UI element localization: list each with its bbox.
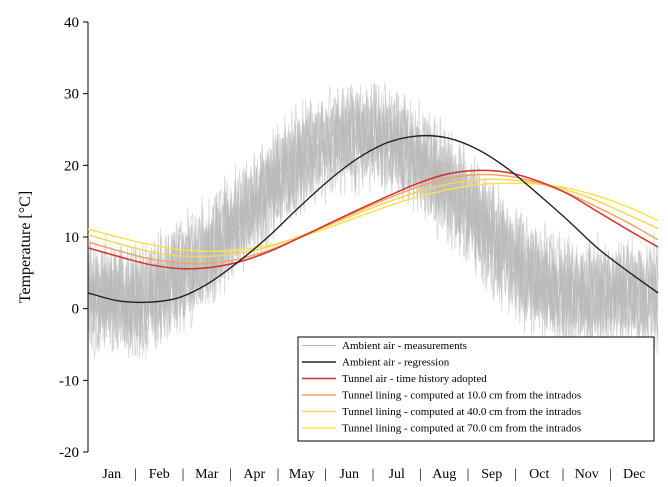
legend-box [297,336,655,442]
legend-entry-label: Ambient air - measurements [342,340,467,352]
y-tick-label: -10 [59,373,79,389]
y-tick-label: 30 [64,87,79,103]
x-tick-label-mar: Mar [195,467,219,482]
month-separator: | [467,467,470,482]
x-tick-label-apr: Apr [243,467,265,482]
y-tick-label: -20 [59,445,79,461]
month-separator: | [514,467,517,482]
legend-entry-label: Ambient air - regression [342,357,450,369]
x-tick-label-sep: Sep [481,467,502,482]
legend-entry-label: Tunnel air - time history adopted [342,373,487,385]
legend: Ambient air - measurements Ambient air - … [297,336,655,442]
month-separator: | [562,467,565,482]
y-tick-label: 40 [64,15,79,31]
y-ticks: -20 -10 0 10 20 30 40 [59,15,88,461]
month-separator: | [134,467,137,482]
x-tick-label-jan: Jan [102,467,121,482]
month-separator: | [372,467,375,482]
legend-entry-label: Tunnel lining - computed at 40.0 cm from… [342,406,581,418]
y-axis-label: Temperature [°C] [17,191,34,303]
x-tick-label-dec: Dec [623,467,646,482]
x-tick-label-nov: Nov [575,467,599,482]
series-ambient-air-measurements-trace [87,81,659,359]
series-ambient-air-regression [87,134,659,304]
y-tick-label: 10 [64,230,79,246]
x-tick-labels: Jan Feb | Mar | Apr | May | Jun | Jul | Aug | Sep | Oct | N… [102,467,645,482]
legend-entry-label: Tunnel lining - computed at 10.0 cm from… [342,390,581,402]
month-separator: | [419,467,422,482]
month-separator: | [182,467,185,482]
month-separator: | [609,467,612,482]
measurements-band [87,81,659,359]
x-tick-label-may: May [289,467,315,482]
x-tick-label-jul: Jul [389,467,405,482]
series-tunnel-lining-computed-at-40-0-cm-from-the-intrados [87,178,659,258]
series-tunnel-air-time-history-adopted [87,169,659,270]
series-lines [87,134,659,304]
x-tick-label-jun: Jun [340,467,359,482]
month-separator: | [229,467,232,482]
month-separator: | [324,467,327,482]
series-tunnel-lining-computed-at-70-0-cm-from-the-intrados [87,182,659,253]
y-tick-label: 0 [72,302,80,318]
x-tick-label-oct: Oct [529,467,549,482]
x-tick-label-feb: Feb [149,467,170,482]
x-tick-label-aug: Aug [432,467,456,482]
y-tick-label: 20 [64,158,79,174]
legend-entry-label: Tunnel lining - computed at 70.0 cm from… [342,423,581,435]
month-separator: | [277,467,280,482]
